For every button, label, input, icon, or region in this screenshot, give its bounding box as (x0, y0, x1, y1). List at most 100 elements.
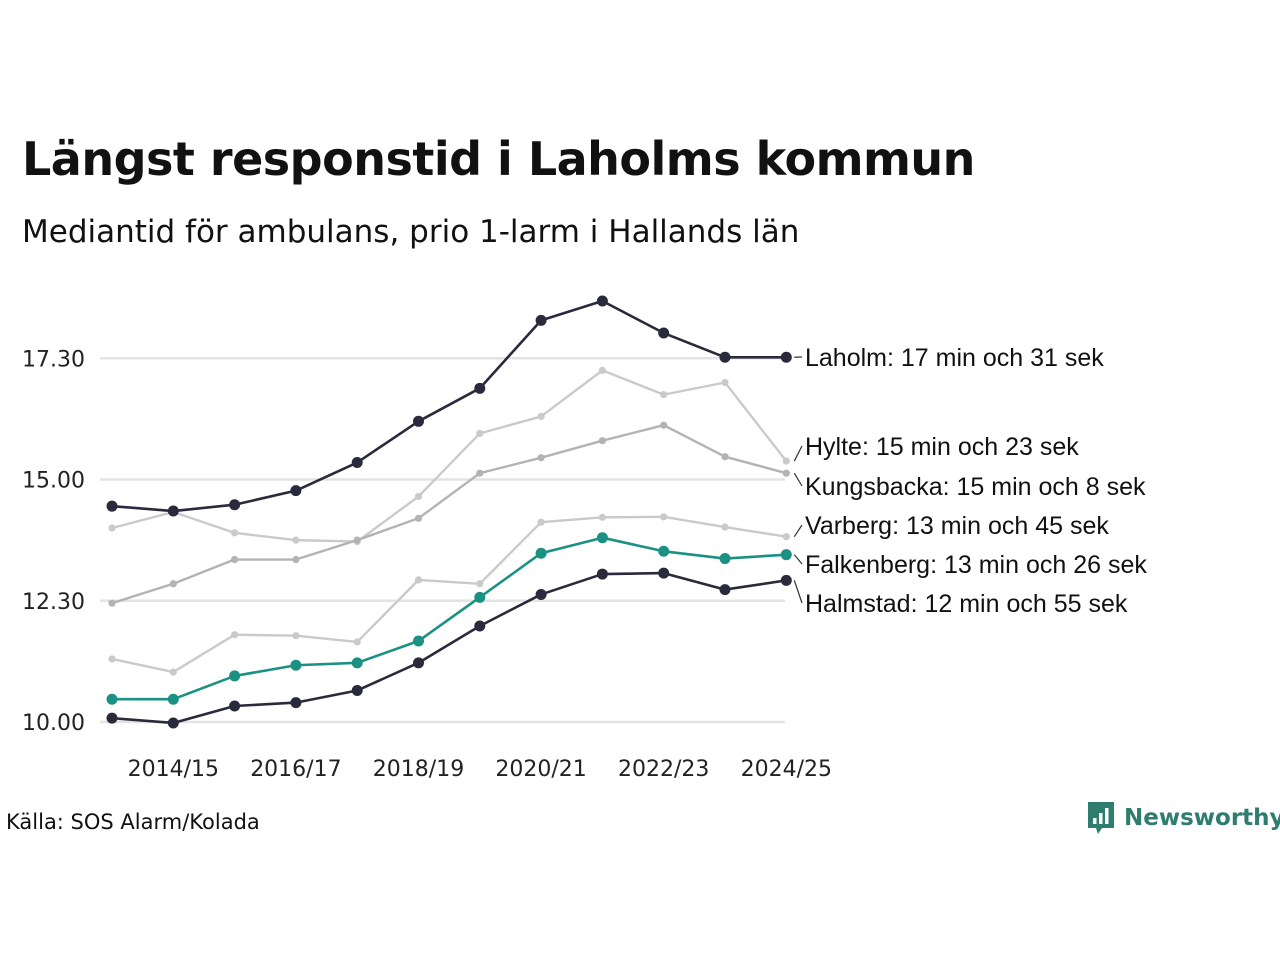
data-point (413, 657, 424, 669)
data-point (231, 631, 239, 639)
data-point (167, 505, 179, 517)
series-line-halmstad (111, 571, 787, 725)
leader-line-varberg (793, 524, 803, 538)
data-point (535, 588, 547, 600)
source-note: Källa: SOS Alarm/Kolada (6, 810, 260, 834)
leader-line-hylte (793, 445, 803, 462)
series-label-kungsbacka: Kungsbacka: 15 min och 8 sek (805, 473, 1146, 501)
data-point (780, 351, 792, 363)
data-point (290, 659, 302, 671)
series-label-halmstad: Halmstad: 12 min och 55 sek (805, 590, 1128, 618)
brand-logo[interactable]: Newsworthy (1086, 800, 1280, 836)
series-label-hylte: Hylte: 15 min och 23 sek (805, 433, 1079, 461)
data-point (292, 555, 300, 564)
series-line-varberg (111, 515, 787, 674)
x-tick-label: 2024/25 (741, 757, 832, 782)
series-line-laholm (111, 299, 787, 513)
data-point (229, 700, 241, 712)
series-labels: Hylte: 15 min och 23 sek Kungsbacka: 15 m… (793, 344, 1147, 618)
series-kungsbacka (108, 421, 790, 607)
data-point (719, 351, 731, 363)
y-tick-label: 12.30 (22, 590, 85, 615)
data-point (108, 599, 116, 607)
leader-line-kungsbacka (793, 472, 803, 487)
data-point (721, 378, 729, 387)
data-point (719, 584, 731, 596)
data-point (231, 555, 239, 564)
data-point (474, 382, 486, 394)
data-point (351, 684, 363, 696)
leader-line-falkenberg (793, 554, 803, 565)
data-point (596, 532, 608, 544)
data-point (106, 500, 118, 512)
line-chart: 10.00 12.30 15.00 17.30 2014/15 2016/17 2018/… (22, 295, 1147, 782)
leader-line-halmstad (793, 580, 803, 604)
data-point (598, 366, 607, 374)
data-point (351, 657, 363, 669)
data-point (108, 524, 116, 532)
data-point (658, 567, 670, 579)
data-point (167, 717, 179, 729)
series-label-falkenberg: Falkenberg: 13 min och 26 sek (805, 551, 1147, 579)
series-line-falkenberg (112, 536, 787, 701)
data-point (229, 499, 241, 511)
data-point (167, 693, 179, 705)
data-point (535, 547, 547, 559)
grid-lines (100, 357, 785, 724)
data-point (537, 454, 545, 462)
data-point (292, 632, 300, 640)
chart-subtitle: Mediantid för ambulans, prio 1-larm i Ha… (22, 214, 800, 250)
x-tick-label: 2020/21 (495, 757, 586, 782)
data-point (660, 421, 668, 429)
x-tick-label: 2016/17 (250, 757, 341, 782)
data-point (660, 513, 668, 521)
x-axis: 2014/15 2016/17 2018/19 2020/21 2022/23 2024/… (128, 757, 832, 782)
data-point (598, 513, 607, 521)
data-point (290, 697, 302, 709)
data-point (414, 514, 423, 522)
data-point (782, 457, 790, 465)
data-point (290, 485, 302, 497)
data-point (596, 568, 608, 580)
data-point (353, 536, 361, 544)
data-point (414, 576, 423, 584)
series-halmstad (106, 567, 792, 729)
y-axis: 10.00 12.30 15.00 17.30 (22, 347, 85, 736)
data-point (474, 620, 486, 632)
x-tick-label: 2018/19 (373, 757, 464, 782)
series-line-kungsbacka (111, 423, 787, 605)
data-point (414, 492, 423, 501)
x-tick-label: 2022/23 (618, 757, 709, 782)
brand-name: Newsworthy (1124, 805, 1280, 831)
data-point (719, 553, 731, 565)
data-point (596, 295, 608, 307)
data-point (413, 415, 424, 427)
series-varberg (108, 513, 790, 676)
data-point (169, 668, 177, 676)
y-tick-label: 15.00 (22, 469, 85, 494)
y-tick-label: 10.00 (22, 711, 85, 736)
data-point (108, 655, 116, 663)
data-point (351, 457, 363, 469)
data-point (106, 712, 118, 724)
data-point (413, 635, 424, 647)
series-label-varberg: Varberg: 13 min och 45 sek (805, 512, 1109, 540)
data-point (476, 429, 484, 438)
data-point (229, 670, 241, 682)
series-falkenberg (106, 532, 792, 705)
y-tick-label: 17.30 (22, 347, 85, 372)
data-point (721, 523, 729, 531)
newsworthy-logo-icon (1088, 802, 1114, 834)
data-point (780, 549, 792, 561)
data-point (292, 536, 300, 544)
data-point (231, 529, 239, 537)
data-point (106, 693, 118, 705)
x-tick-label: 2014/15 (128, 757, 219, 782)
series-label-laholm: Laholm: 17 min och 31 sek (805, 344, 1104, 372)
data-point (660, 391, 668, 399)
data-point (782, 469, 790, 477)
data-point (598, 437, 607, 445)
data-point (780, 574, 792, 586)
data-point (169, 580, 177, 588)
data-point (537, 518, 545, 526)
